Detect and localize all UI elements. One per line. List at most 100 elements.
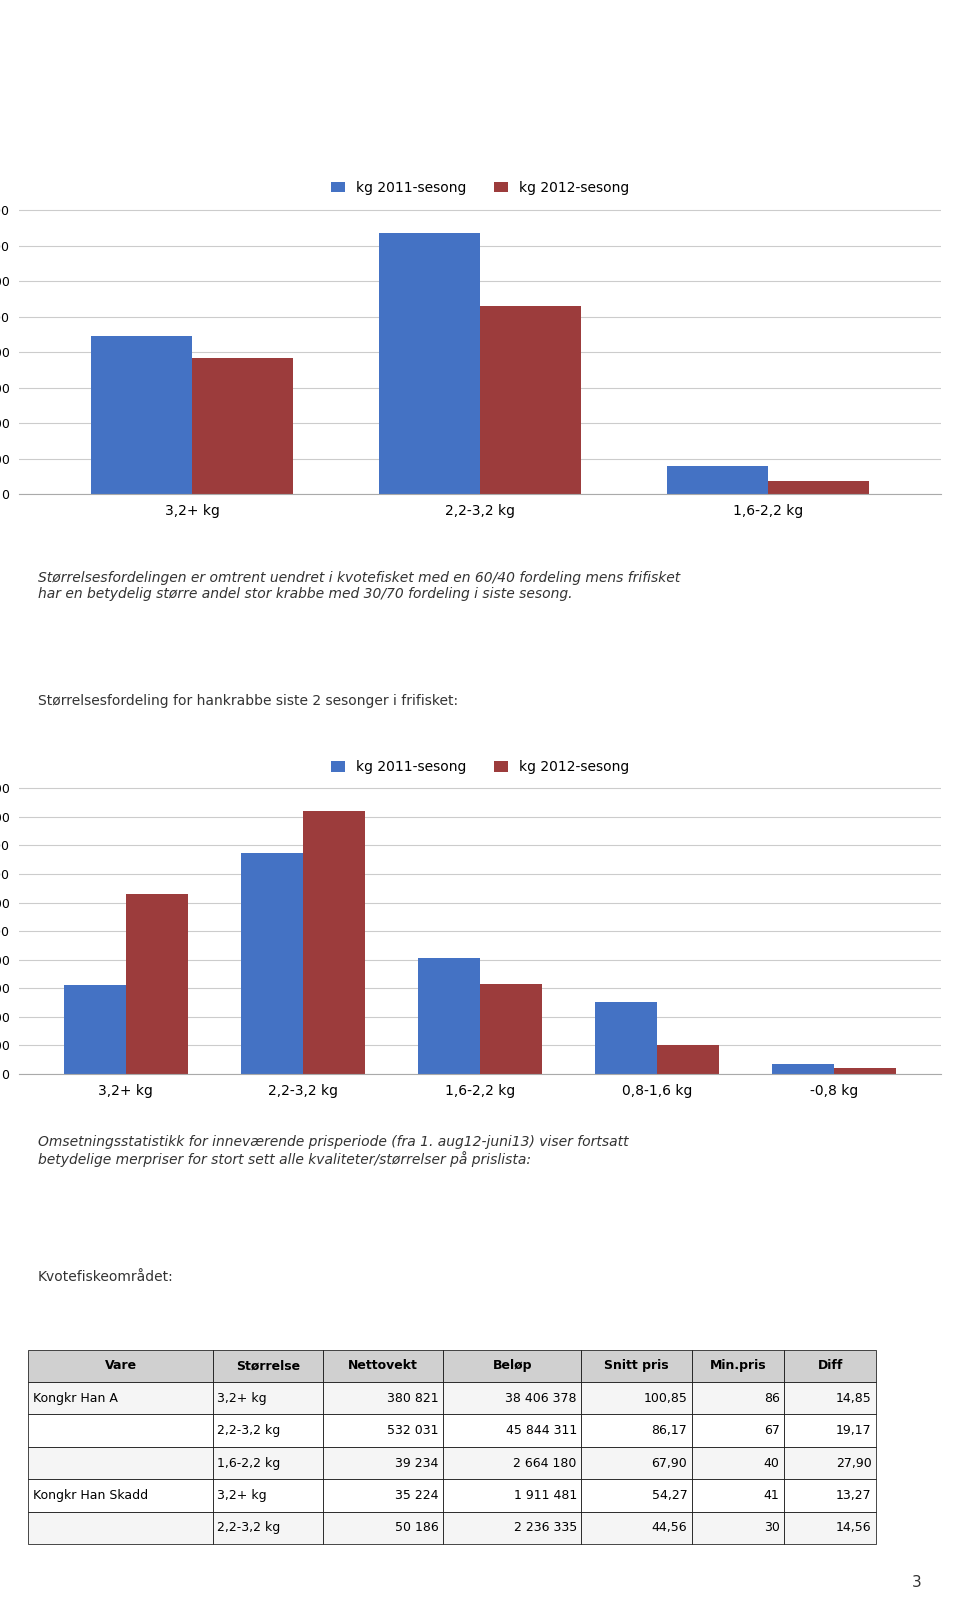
- FancyBboxPatch shape: [582, 1512, 692, 1545]
- Bar: [768, 481, 869, 494]
- Text: 40: 40: [763, 1457, 780, 1470]
- Bar: [302, 811, 365, 1073]
- Text: 2 664 180: 2 664 180: [514, 1457, 577, 1470]
- FancyBboxPatch shape: [692, 1415, 784, 1447]
- FancyBboxPatch shape: [324, 1350, 444, 1383]
- FancyBboxPatch shape: [692, 1447, 784, 1480]
- Text: Omsetningsstatistikk for inneværende prisperiode (fra 1. aug12-juni13) viser for: Omsetningsstatistikk for inneværende pri…: [37, 1135, 628, 1167]
- Bar: [192, 358, 293, 494]
- FancyBboxPatch shape: [582, 1415, 692, 1447]
- Text: 3,2+ kg: 3,2+ kg: [217, 1489, 267, 1502]
- FancyBboxPatch shape: [29, 1350, 213, 1383]
- Bar: [241, 853, 302, 1073]
- FancyBboxPatch shape: [692, 1480, 784, 1512]
- FancyBboxPatch shape: [324, 1512, 444, 1545]
- FancyBboxPatch shape: [324, 1383, 444, 1415]
- Text: 3: 3: [912, 1575, 922, 1590]
- Text: Diff: Diff: [818, 1360, 843, 1373]
- Text: 54,27: 54,27: [652, 1489, 687, 1502]
- FancyBboxPatch shape: [213, 1480, 324, 1512]
- FancyBboxPatch shape: [444, 1350, 582, 1383]
- Text: 38 406 378: 38 406 378: [505, 1392, 577, 1405]
- Text: 50 186: 50 186: [395, 1522, 439, 1535]
- FancyBboxPatch shape: [784, 1383, 876, 1415]
- FancyBboxPatch shape: [213, 1447, 324, 1480]
- Text: 67: 67: [763, 1425, 780, 1438]
- Text: Størrelsesfordelingen er omtrent uendret i kvotefisket med en 60/40 fordeling me: Størrelsesfordelingen er omtrent uendret…: [37, 570, 680, 601]
- Text: 44,56: 44,56: [652, 1522, 687, 1535]
- Text: 86,17: 86,17: [652, 1425, 687, 1438]
- Text: 2,2-3,2 kg: 2,2-3,2 kg: [217, 1425, 280, 1438]
- Text: 532 031: 532 031: [387, 1425, 439, 1438]
- FancyBboxPatch shape: [324, 1447, 444, 1480]
- Bar: [418, 958, 480, 1073]
- Text: 14,85: 14,85: [836, 1392, 872, 1405]
- Bar: [63, 986, 126, 1073]
- Text: 39 234: 39 234: [396, 1457, 439, 1470]
- Text: 45 844 311: 45 844 311: [506, 1425, 577, 1438]
- Text: 100,85: 100,85: [643, 1392, 687, 1405]
- Text: 27,90: 27,90: [836, 1457, 872, 1470]
- FancyBboxPatch shape: [444, 1512, 582, 1545]
- FancyBboxPatch shape: [582, 1350, 692, 1383]
- Text: Vare: Vare: [105, 1360, 136, 1373]
- Text: 1,6-2,2 kg: 1,6-2,2 kg: [217, 1457, 280, 1470]
- FancyBboxPatch shape: [29, 1512, 213, 1545]
- Text: 14,56: 14,56: [836, 1522, 872, 1535]
- FancyBboxPatch shape: [692, 1350, 784, 1383]
- Text: 2 236 335: 2 236 335: [514, 1522, 577, 1535]
- FancyBboxPatch shape: [582, 1480, 692, 1512]
- FancyBboxPatch shape: [444, 1480, 582, 1512]
- Text: 19,17: 19,17: [836, 1425, 872, 1438]
- FancyBboxPatch shape: [29, 1480, 213, 1512]
- FancyBboxPatch shape: [213, 1383, 324, 1415]
- Text: 380 821: 380 821: [387, 1392, 439, 1405]
- Text: Kvotefiskeområdet:: Kvotefiskeområdet:: [37, 1269, 174, 1284]
- FancyBboxPatch shape: [692, 1512, 784, 1545]
- Bar: [834, 1069, 897, 1073]
- Text: Nettovekt: Nettovekt: [348, 1360, 419, 1373]
- Text: 13,27: 13,27: [836, 1489, 872, 1502]
- Text: 41: 41: [764, 1489, 780, 1502]
- FancyBboxPatch shape: [444, 1447, 582, 1480]
- Text: Kongekrabbe 2013: Kongekrabbe 2013: [362, 70, 598, 89]
- Text: 67,90: 67,90: [652, 1457, 687, 1470]
- Legend: kg 2011-sesong, kg 2012-sesong: kg 2011-sesong, kg 2012-sesong: [325, 754, 635, 780]
- Text: 3,2+ kg: 3,2+ kg: [217, 1392, 267, 1405]
- FancyBboxPatch shape: [29, 1383, 213, 1415]
- Text: 30: 30: [763, 1522, 780, 1535]
- FancyBboxPatch shape: [444, 1383, 582, 1415]
- Text: Snitt pris: Snitt pris: [605, 1360, 669, 1373]
- Bar: [773, 1064, 834, 1073]
- FancyBboxPatch shape: [29, 1415, 213, 1447]
- FancyBboxPatch shape: [784, 1415, 876, 1447]
- Text: Beløp: Beløp: [492, 1360, 532, 1373]
- FancyBboxPatch shape: [784, 1350, 876, 1383]
- Bar: [658, 1046, 719, 1073]
- Text: Størrelse: Størrelse: [236, 1360, 300, 1373]
- Bar: [480, 984, 542, 1073]
- Text: Kongkr Han Skadd: Kongkr Han Skadd: [33, 1489, 148, 1502]
- Text: 2,2-3,2 kg: 2,2-3,2 kg: [217, 1522, 280, 1535]
- Text: 86: 86: [763, 1392, 780, 1405]
- Bar: [480, 306, 581, 494]
- FancyBboxPatch shape: [324, 1480, 444, 1512]
- FancyBboxPatch shape: [29, 1447, 213, 1480]
- FancyBboxPatch shape: [582, 1447, 692, 1480]
- Bar: [379, 233, 480, 494]
- FancyBboxPatch shape: [582, 1383, 692, 1415]
- Text: Størrelsesfordeling for hankrabbe siste 2 sesonger i frifisket:: Størrelsesfordeling for hankrabbe siste …: [37, 695, 458, 708]
- FancyBboxPatch shape: [692, 1383, 784, 1415]
- FancyBboxPatch shape: [324, 1415, 444, 1447]
- FancyBboxPatch shape: [213, 1512, 324, 1545]
- FancyBboxPatch shape: [784, 1480, 876, 1512]
- Bar: [126, 894, 187, 1073]
- Text: MARKEDSRAPPORT: MARKEDSRAPPORT: [360, 112, 600, 133]
- Legend: kg 2011-sesong, kg 2012-sesong: kg 2011-sesong, kg 2012-sesong: [325, 175, 635, 201]
- Bar: [91, 335, 192, 494]
- FancyBboxPatch shape: [444, 1415, 582, 1447]
- FancyBboxPatch shape: [213, 1415, 324, 1447]
- Text: Kongkr Han A: Kongkr Han A: [33, 1392, 118, 1405]
- FancyBboxPatch shape: [213, 1350, 324, 1383]
- Text: Min.pris: Min.pris: [709, 1360, 766, 1373]
